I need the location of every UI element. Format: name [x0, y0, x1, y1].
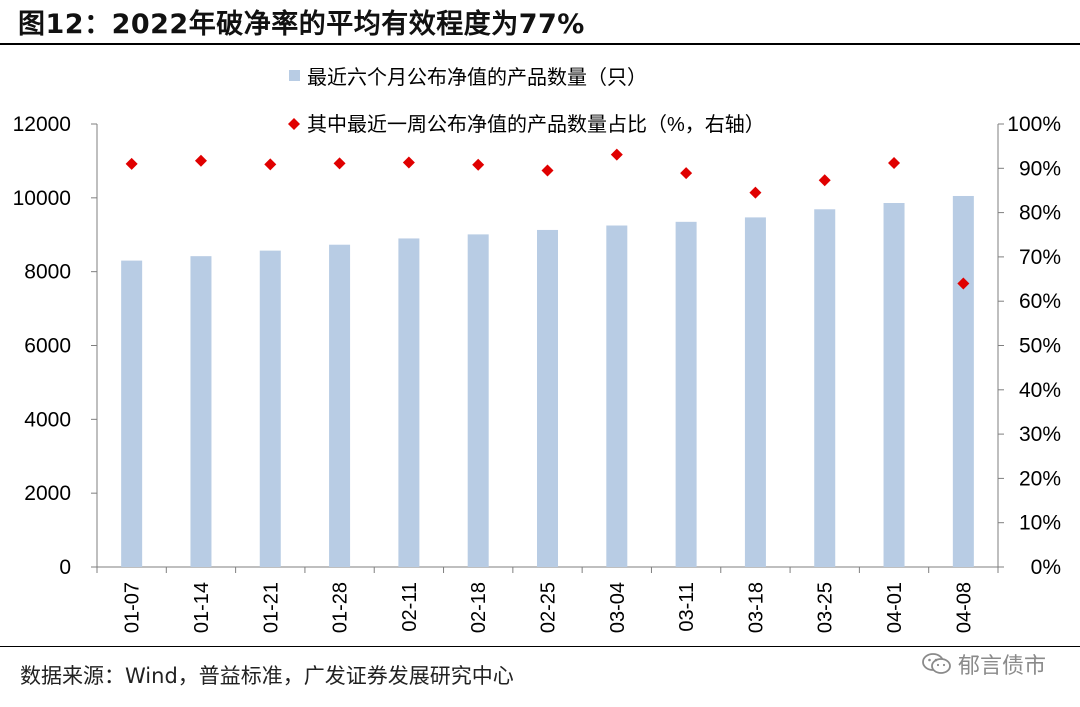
marker-point: [541, 164, 554, 177]
marker-point: [125, 157, 138, 170]
y-left-tick-label: 10000: [13, 187, 71, 210]
x-tick-label: 04-01: [884, 582, 906, 633]
legend-marker-swatch: [288, 118, 300, 130]
markers: [125, 148, 970, 290]
y-right-tick-label: 30%: [1019, 423, 1061, 446]
y-right-tick-label: 20%: [1019, 467, 1061, 490]
legend-bar-swatch: [289, 70, 300, 81]
x-tick-label: 02-18: [468, 582, 490, 633]
y-left-tick-label: 8000: [24, 261, 71, 284]
bar: [398, 238, 420, 568]
chart: 最近六个月公布净值的产品数量（只） 其中最近一周公布净值的产品数量占比（%，右轴…: [13, 66, 1061, 633]
x-tick-label: 01-21: [260, 582, 282, 633]
marker-point: [680, 167, 693, 180]
marker-point: [194, 154, 207, 167]
bar: [883, 203, 905, 568]
title-rule: [0, 43, 1080, 45]
legend-label-markers: 其中最近一周公布净值的产品数量占比（%，右轴）: [307, 113, 765, 136]
y-right-tick-label: 80%: [1019, 202, 1061, 225]
watermark-text: 郁言债市: [957, 654, 1046, 679]
y-right-tick-label: 10%: [1019, 512, 1061, 535]
y-right-tick-label: 90%: [1019, 157, 1061, 180]
bars: [121, 195, 974, 568]
legend: 最近六个月公布净值的产品数量（只） 其中最近一周公布净值的产品数量占比（%，右轴…: [288, 66, 765, 136]
marker-point: [818, 174, 831, 187]
watermark: 郁言债市: [922, 648, 1046, 680]
y-left-tick-label: 4000: [24, 408, 71, 431]
marker-point: [888, 156, 901, 169]
marker-point: [957, 277, 970, 290]
source-note: 数据来源：Wind，普益标准，广发证券发展研究中心: [20, 664, 514, 688]
bar: [467, 234, 489, 567]
marker-point: [402, 156, 415, 169]
y-left-tick-label: 0: [59, 556, 71, 579]
marker-point: [333, 157, 346, 170]
bar: [121, 260, 143, 567]
bar: [744, 217, 766, 567]
y-right-tick-label: 70%: [1019, 246, 1061, 269]
legend-label-bars: 最近六个月公布净值的产品数量（只）: [307, 66, 647, 89]
bar: [190, 256, 212, 567]
bar: [606, 225, 628, 568]
figure-title: 图12：2022年破净率的平均有效程度为77%: [18, 9, 585, 40]
bar: [675, 221, 697, 567]
marker-point: [264, 158, 277, 171]
x-tick-label: 03-04: [607, 582, 629, 633]
x-tick-label: 03-25: [815, 582, 837, 633]
x-tick-label: 01-07: [122, 582, 144, 633]
marker-point: [610, 148, 623, 161]
y-left-tick-label: 6000: [24, 335, 71, 358]
bar: [329, 244, 351, 567]
marker-point: [472, 158, 485, 171]
bar: [814, 209, 836, 567]
bar: [952, 195, 974, 568]
x-tick-label: 02-25: [538, 582, 560, 633]
footer-rule: [0, 646, 1080, 647]
y-right-tick-label: 60%: [1019, 290, 1061, 313]
y-left-tick-label: 12000: [13, 113, 71, 136]
x-tick-label: 04-08: [953, 582, 975, 633]
x-tick-label: 02-11: [399, 582, 421, 632]
x-tick-label: 03-11: [676, 582, 698, 632]
y-right-tick-label: 100%: [1007, 113, 1061, 136]
y-right-tick-label: 50%: [1019, 335, 1061, 358]
marker-point: [749, 186, 762, 199]
y-right-tick-label: 0%: [1031, 556, 1061, 579]
x-tick-label: 01-14: [191, 582, 213, 633]
axes: 0 2000 4000 6000 8000 10000 12000 0% 10% 20% 30% 40…: [13, 113, 1061, 633]
y-right-tick-label: 40%: [1019, 379, 1061, 402]
y-left-tick-label: 2000: [24, 482, 71, 505]
wechat-icon: [922, 652, 952, 676]
x-tick-label: 01-28: [330, 582, 352, 633]
bar: [259, 250, 281, 568]
x-tick-label: 03-18: [745, 582, 767, 633]
bar: [537, 229, 558, 567]
